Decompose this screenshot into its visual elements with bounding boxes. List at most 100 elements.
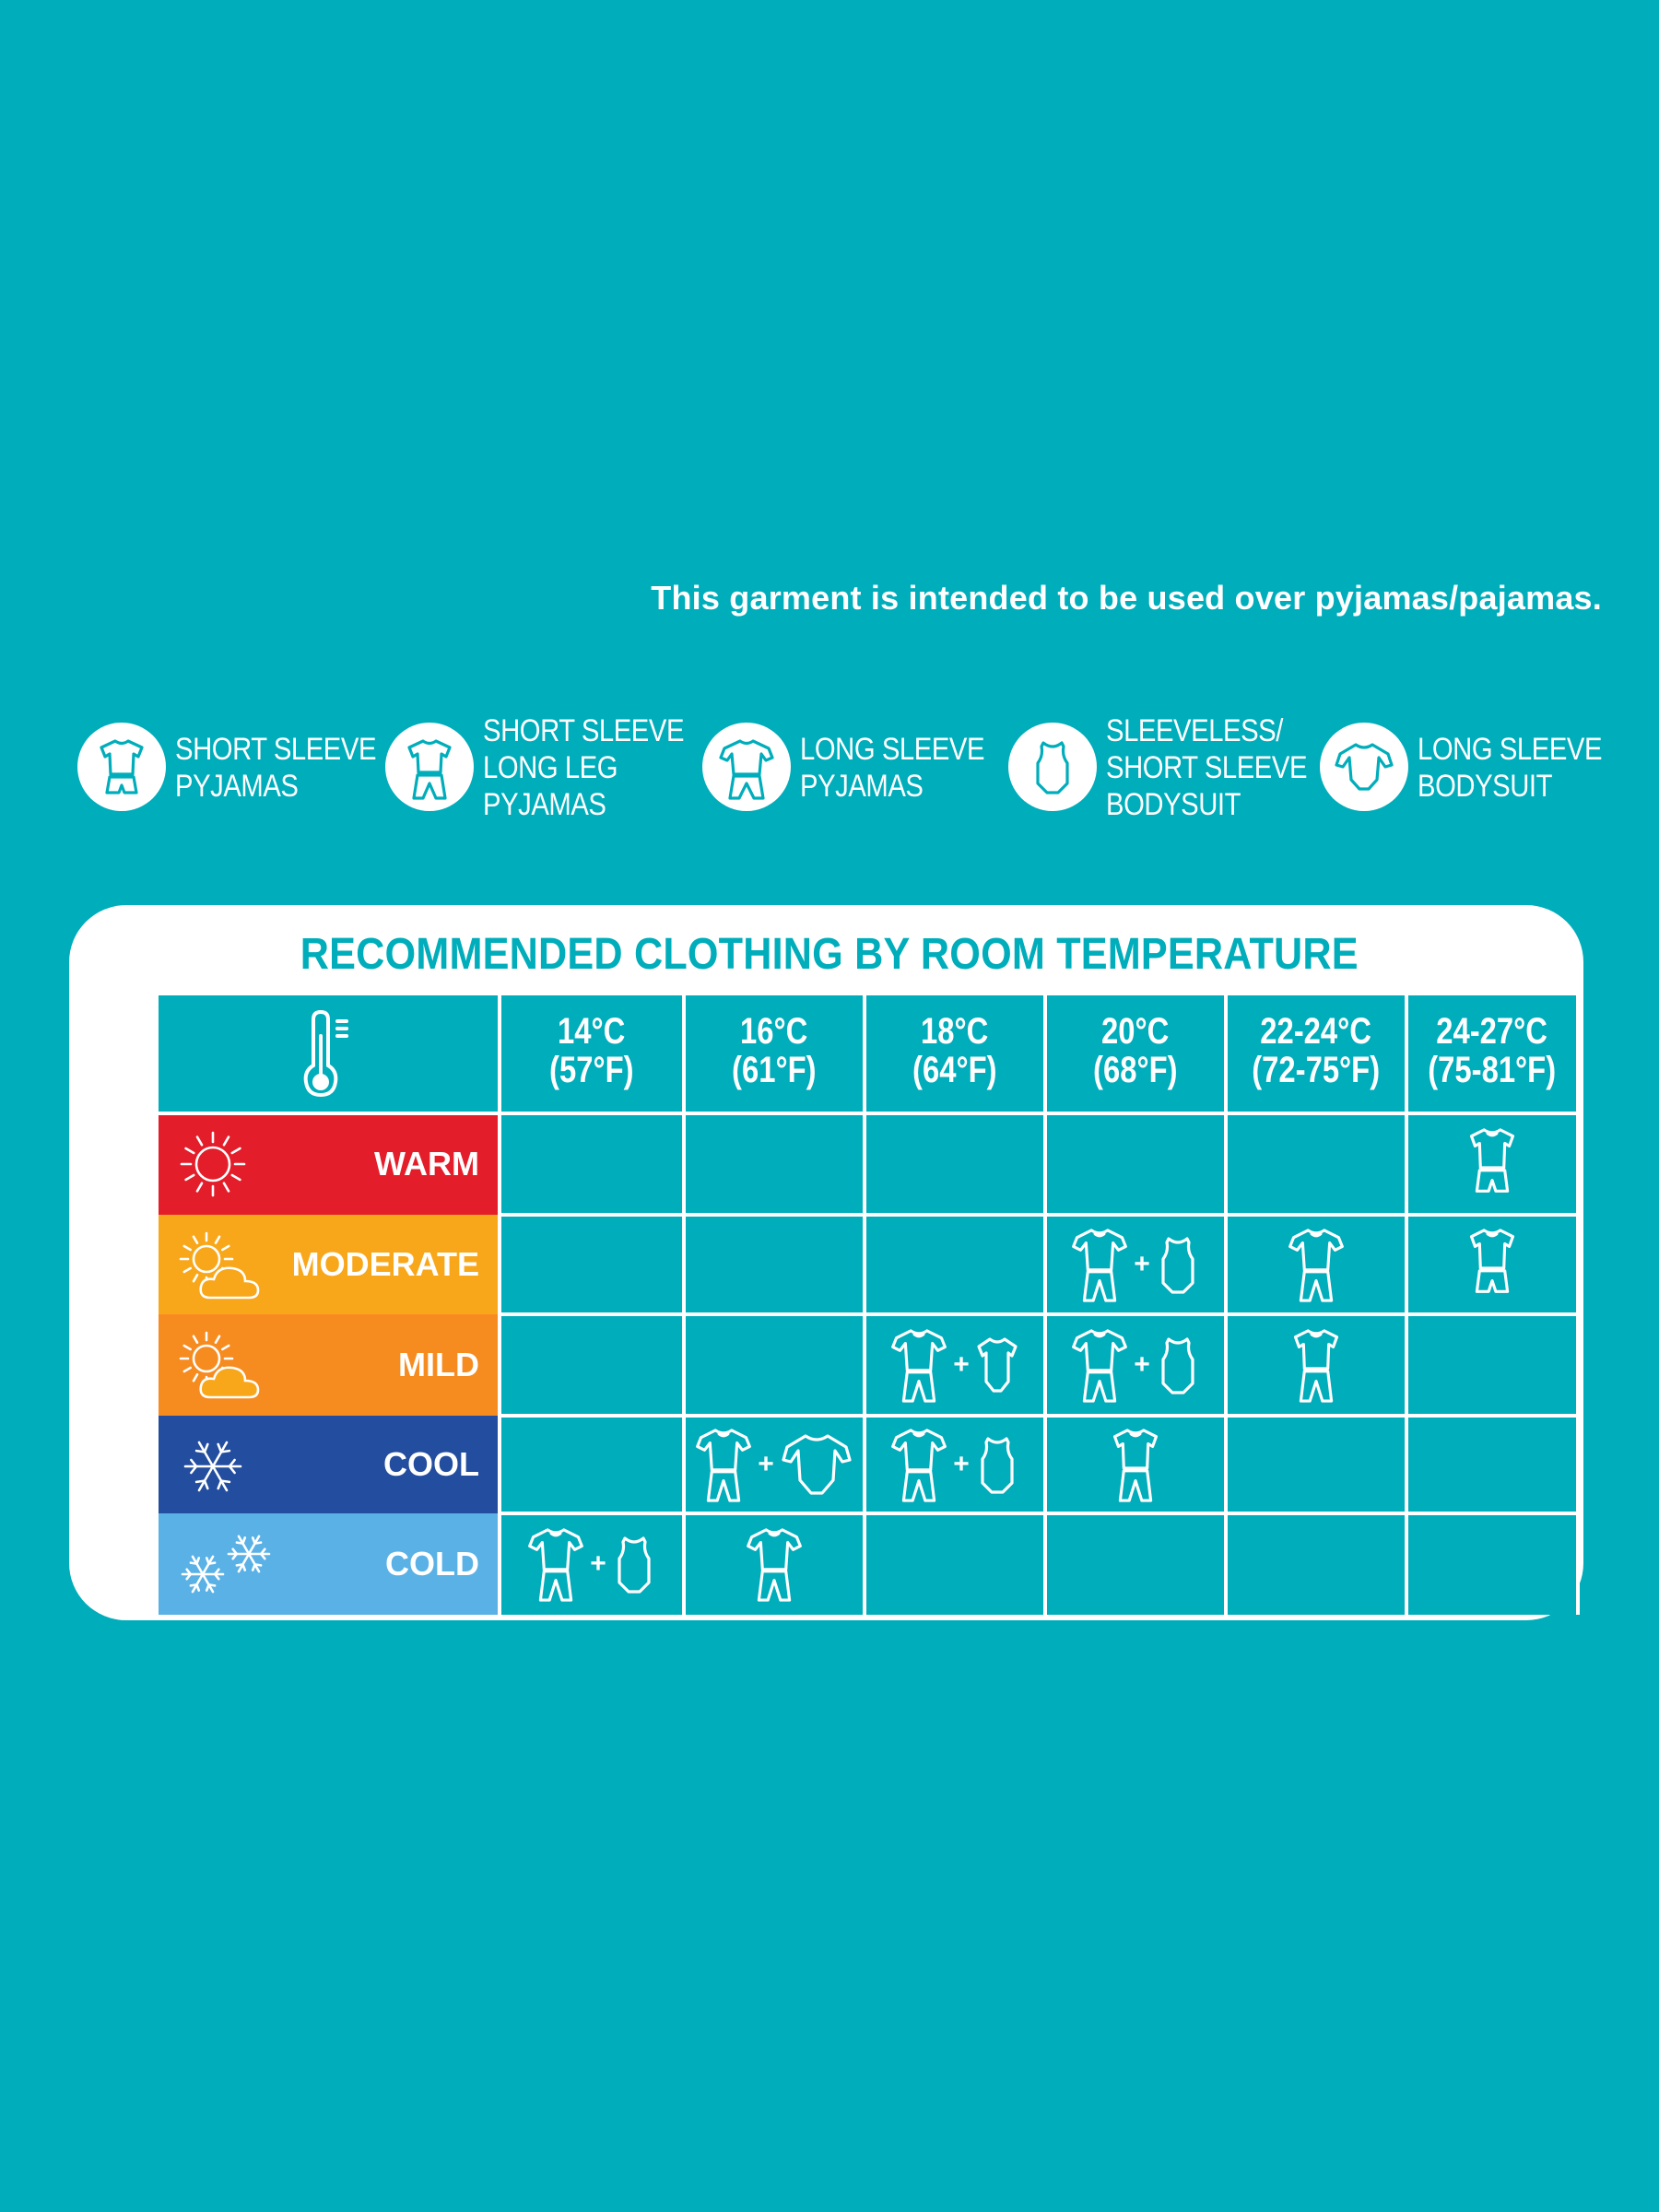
table-cell <box>500 1215 684 1314</box>
legend-label-line: SHORT SLEEVE <box>175 732 377 767</box>
column-header: 22-24°C (72-75°F) <box>1226 1012 1406 1095</box>
table-cell <box>1406 1215 1578 1314</box>
short-sleeve-bodysuit-icon <box>977 1337 1018 1393</box>
short-sleeve-long-leg-pyjamas-icon <box>385 723 474 811</box>
table-cell <box>1045 1513 1226 1615</box>
usage-note: This garment is intended to be used over… <box>651 579 1602 617</box>
table-cell <box>684 1215 865 1314</box>
row-cool: COOL <box>159 1416 498 1513</box>
legend-label: LONG SLEEVE BODYSUIT <box>1418 708 1602 828</box>
table-cell: + <box>1045 1215 1226 1314</box>
grid-column-line <box>498 995 501 1615</box>
celsius-label: 24-27°C <box>1436 1011 1548 1052</box>
legend-label: SLEEVELESS/SHORT SLEEVE BODYSUIT <box>1106 708 1307 828</box>
sun-cloud-icon <box>171 1324 273 1411</box>
long-sleeve-pyjamas-icon <box>696 1429 752 1502</box>
fahrenheit-label: (61°F) <box>732 1050 817 1090</box>
grid-column-line <box>1576 995 1580 1615</box>
legend-label-line: BODYSUIT <box>1106 787 1241 822</box>
column-header: 14°C (57°F) <box>500 1012 684 1095</box>
table-cell <box>1045 1416 1226 1513</box>
short-sleeve-pyjamas-icon <box>1469 1229 1515 1293</box>
plus-sign: + <box>953 1449 970 1479</box>
short-sleeve-long-leg-pyjamas-icon <box>1293 1329 1339 1403</box>
legend-label: SHORT SLEEVE LONG LEG PYJAMAS <box>483 708 684 828</box>
sleeveless-bodysuit-icon <box>618 1536 651 1594</box>
sleeveless-bodysuit-icon <box>981 1437 1014 1494</box>
table-cell: + <box>1045 1314 1226 1416</box>
celsius-label: 20°C <box>1101 1011 1170 1052</box>
fahrenheit-label: (75-81°F) <box>1428 1050 1557 1090</box>
plus-sign: + <box>1134 1349 1150 1380</box>
fahrenheit-label: (64°F) <box>912 1050 997 1090</box>
grid-column-line <box>1224 995 1228 1615</box>
column-header: 20°C (68°F) <box>1045 1012 1226 1095</box>
row-label: COOL <box>383 1445 479 1483</box>
row-label: WARM <box>374 1145 479 1182</box>
legend-label: LONG SLEEVE PYJAMAS <box>800 708 984 828</box>
table-cell: + <box>684 1416 865 1513</box>
short-sleeve-pyjamas-icon <box>1469 1128 1515 1193</box>
table-cell <box>1406 1113 1578 1215</box>
grid-row-line <box>500 1512 1578 1515</box>
grid-row-line <box>500 1213 1578 1217</box>
grid-column-line <box>1043 995 1047 1615</box>
long-sleeve-pyjamas-icon <box>891 1329 947 1403</box>
table-cell <box>865 1113 1045 1215</box>
legend-label-line: BODYSUIT <box>1418 769 1553 804</box>
long-sleeve-pyjamas-icon <box>528 1528 584 1602</box>
row-label: COLD <box>385 1545 479 1583</box>
table-cell <box>500 1113 684 1215</box>
legend-label-line: LONG SLEEVE <box>800 732 985 767</box>
thermometer-icon <box>159 995 500 1113</box>
legend-label-line: SHORT SLEEVE <box>1106 750 1308 785</box>
long-sleeve-pyjamas-icon <box>1072 1329 1128 1403</box>
row-mild: MILD <box>159 1314 498 1416</box>
table-cell: + <box>500 1513 684 1615</box>
legend-label-line: LONG SLEEVE <box>1418 732 1603 767</box>
long-sleeve-bodysuit-icon <box>782 1434 852 1495</box>
celsius-label: 16°C <box>740 1011 808 1052</box>
sleeveless-bodysuit-icon <box>1161 1337 1194 1394</box>
grid-column-line <box>682 995 686 1615</box>
legend-label-line: SHORT SLEEVE <box>483 713 685 748</box>
grid-row-line <box>500 1112 1578 1115</box>
table-cell <box>1226 1314 1406 1416</box>
table-cell <box>684 1113 865 1215</box>
table-cell <box>684 1314 865 1416</box>
long-sleeve-pyjamas-icon <box>702 723 791 811</box>
table-cell: + <box>865 1416 1045 1513</box>
row-label: MILD <box>398 1346 479 1383</box>
row-label: MODERATE <box>291 1245 479 1283</box>
short-sleeve-pyjamas-icon <box>77 723 166 811</box>
long-sleeve-bodysuit-icon <box>1320 723 1408 811</box>
long-sleeve-pyjamas-icon <box>891 1429 947 1502</box>
table-cell <box>500 1314 684 1416</box>
clothing-legend: SHORT SLEEVE PYJAMAS SHORT SLEEVE LONG LEG P… <box>0 708 1659 828</box>
plus-sign: + <box>953 1349 970 1380</box>
table-cell <box>865 1215 1045 1314</box>
celsius-label: 22-24°C <box>1260 1011 1372 1052</box>
table-title: RECOMMENDED CLOTHING BY ROOM TEMPERATURE <box>300 930 1359 979</box>
column-header: 24-27°C (75-81°F) <box>1406 1012 1578 1095</box>
row-cold: COLD <box>159 1513 498 1615</box>
table-cell <box>1045 1113 1226 1215</box>
sun-cloud-icon <box>171 1224 273 1312</box>
table-cell <box>500 1416 684 1513</box>
long-sleeve-pyjamas-icon <box>1072 1229 1128 1302</box>
legend-label-line: PYJAMAS <box>483 787 606 822</box>
plus-sign: + <box>590 1548 606 1579</box>
grid-column-line <box>863 995 866 1615</box>
legend-label-line: SLEEVELESS/ <box>1106 713 1283 748</box>
fahrenheit-label: (68°F) <box>1093 1050 1178 1090</box>
plus-sign: + <box>758 1449 774 1479</box>
table-cell: + <box>865 1314 1045 1416</box>
sleeveless-bodysuit-icon <box>1008 723 1097 811</box>
grid-row-line <box>500 1414 1578 1418</box>
table-cell <box>1226 1513 1406 1615</box>
grid-row-line <box>159 1112 500 1115</box>
legend-label: SHORT SLEEVE PYJAMAS <box>175 708 376 828</box>
table-cell <box>1406 1314 1578 1416</box>
fahrenheit-label: (57°F) <box>549 1050 634 1090</box>
celsius-label: 18°C <box>921 1011 989 1052</box>
